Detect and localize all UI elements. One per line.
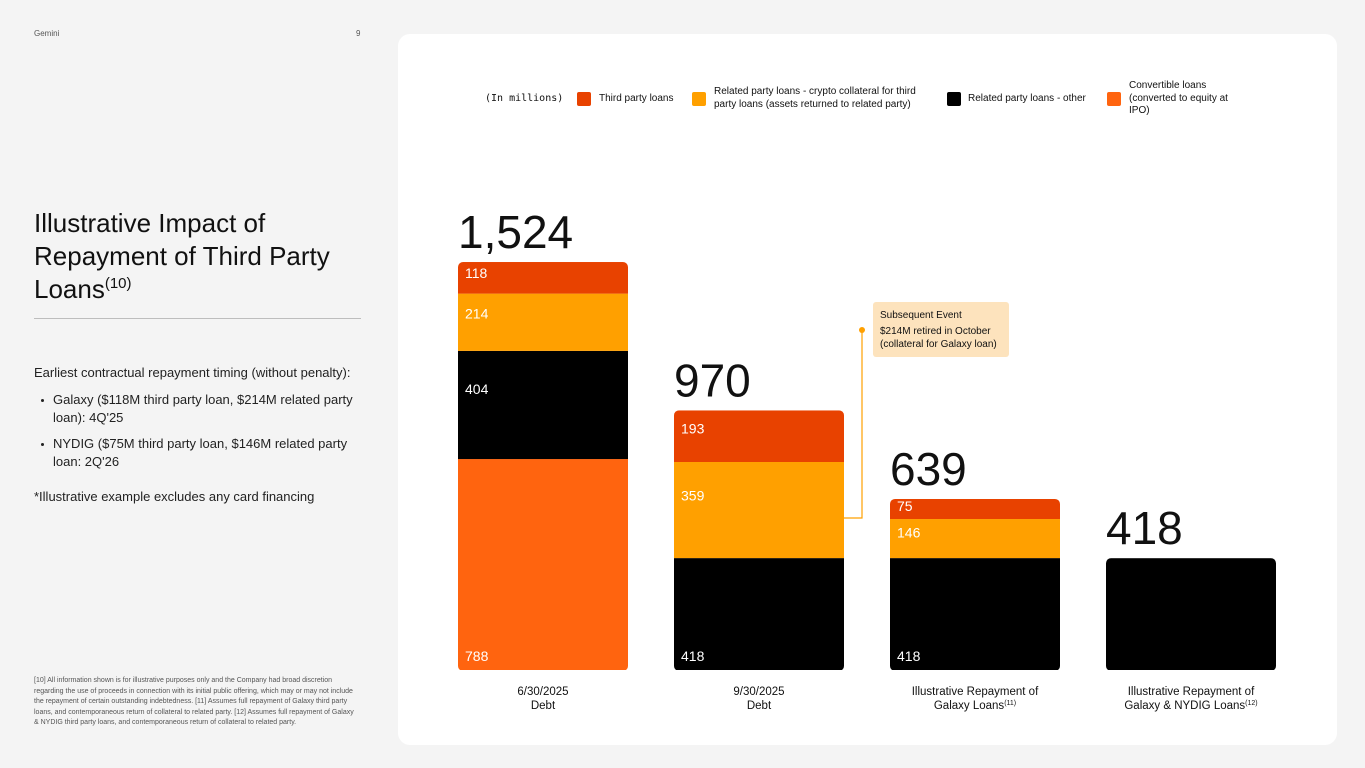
units-label: (In millions) (485, 93, 564, 104)
legend-label-convertible: Convertible loans (converted to equity a… (1129, 80, 1228, 118)
legend-swatch-third-party (577, 92, 591, 106)
legend-swatch-convertible (1107, 92, 1121, 106)
data-label: 788 (465, 648, 489, 664)
bar-segment (890, 498, 1060, 520)
legend-swatch-related-crypto (692, 92, 706, 106)
page-title: Illustrative Impact of Repayment of Thir… (34, 207, 364, 306)
data-label: 146 (897, 525, 921, 541)
category-footnote-ref: (12) (1245, 700, 1257, 707)
page-number: 9 (356, 29, 361, 38)
bar-segment (458, 293, 628, 351)
subsequent-event-callout: Subsequent Event $214M retired in Octobe… (873, 302, 1009, 357)
legend-line: IPO) (1129, 105, 1150, 116)
bar-segment (890, 519, 1060, 559)
intro-text: Earliest contractual repayment timing (w… (34, 365, 351, 380)
disclaimer-note: *Illustrative example excludes any card … (34, 489, 315, 504)
total-label: 1,524 (458, 206, 573, 258)
footnote-text: [10] All information shown is for illust… (34, 677, 354, 726)
total-label: 639 (890, 443, 967, 495)
data-label: 418 (681, 648, 705, 664)
legend-line: (converted to equity at (1129, 92, 1228, 104)
legend-label-related-crypto: Related party loans - crypto collateral … (714, 86, 916, 111)
title-divider (34, 318, 361, 319)
bar-segment (890, 558, 1060, 670)
bar-segment (674, 461, 844, 559)
category-label: Galaxy Loans(11) (934, 700, 1016, 712)
legend-line: Related party loans - crypto collateral … (714, 86, 916, 97)
callout-title: Subsequent Event (880, 310, 962, 321)
category-label: Debt (747, 700, 772, 712)
legend-line: Related party loans - other (968, 93, 1086, 104)
bar-segment (674, 410, 844, 462)
category-label: Illustrative Repayment of (912, 686, 1039, 698)
total-label: 970 (674, 354, 751, 406)
legend-line: party loans (assets returned to related … (714, 98, 911, 110)
bar-group (1106, 558, 1276, 670)
category-label: Galaxy & NYDIG Loans(12) (1124, 700, 1257, 712)
bar-group (890, 498, 1060, 670)
category-label: Debt (531, 700, 556, 712)
bar-segment (458, 459, 628, 670)
callout-connector (844, 330, 863, 519)
page-title-text: Illustrative Impact of Repayment of Thir… (34, 208, 330, 304)
list-item: NYDIG ($75M third party loan, $146M rela… (34, 435, 364, 471)
data-label: 118 (465, 265, 488, 281)
category-label: 6/30/2025 (517, 686, 568, 698)
category-footnote-ref: (11) (1004, 700, 1016, 707)
data-label: 359 (681, 488, 705, 504)
legend-line: Third party loans (599, 93, 674, 104)
list-item: Galaxy ($118M third party loan, $214M re… (34, 391, 364, 427)
data-label: 404 (465, 381, 489, 397)
data-label: 214 (465, 306, 489, 322)
bar-segment (674, 558, 844, 670)
category-label: 9/30/2025 (733, 686, 784, 698)
legend-swatch-related-other (947, 92, 961, 106)
repayment-list: Galaxy ($118M third party loan, $214M re… (34, 391, 364, 479)
bar-segment (458, 350, 628, 460)
bar-group (674, 410, 844, 670)
category-label: Illustrative Repayment of (1128, 686, 1255, 698)
legend-label-related-other: Related party loans - other (968, 93, 1086, 106)
bar-segment (1106, 558, 1276, 670)
callout-dot (859, 327, 865, 333)
data-label: 193 (681, 420, 705, 436)
total-label: 418 (1106, 502, 1183, 554)
title-footnote-ref: (10) (104, 275, 132, 292)
bar-group (458, 262, 628, 670)
callout-text: $214M retired in October (collateral for… (880, 326, 997, 350)
legend-label-third-party: Third party loans (599, 93, 673, 106)
data-label: 418 (897, 648, 921, 664)
bar-segment (458, 262, 628, 294)
data-label: 75 (897, 498, 913, 514)
legend-line: Convertible loans (1129, 80, 1207, 91)
brand-label: Gemini (34, 29, 60, 38)
